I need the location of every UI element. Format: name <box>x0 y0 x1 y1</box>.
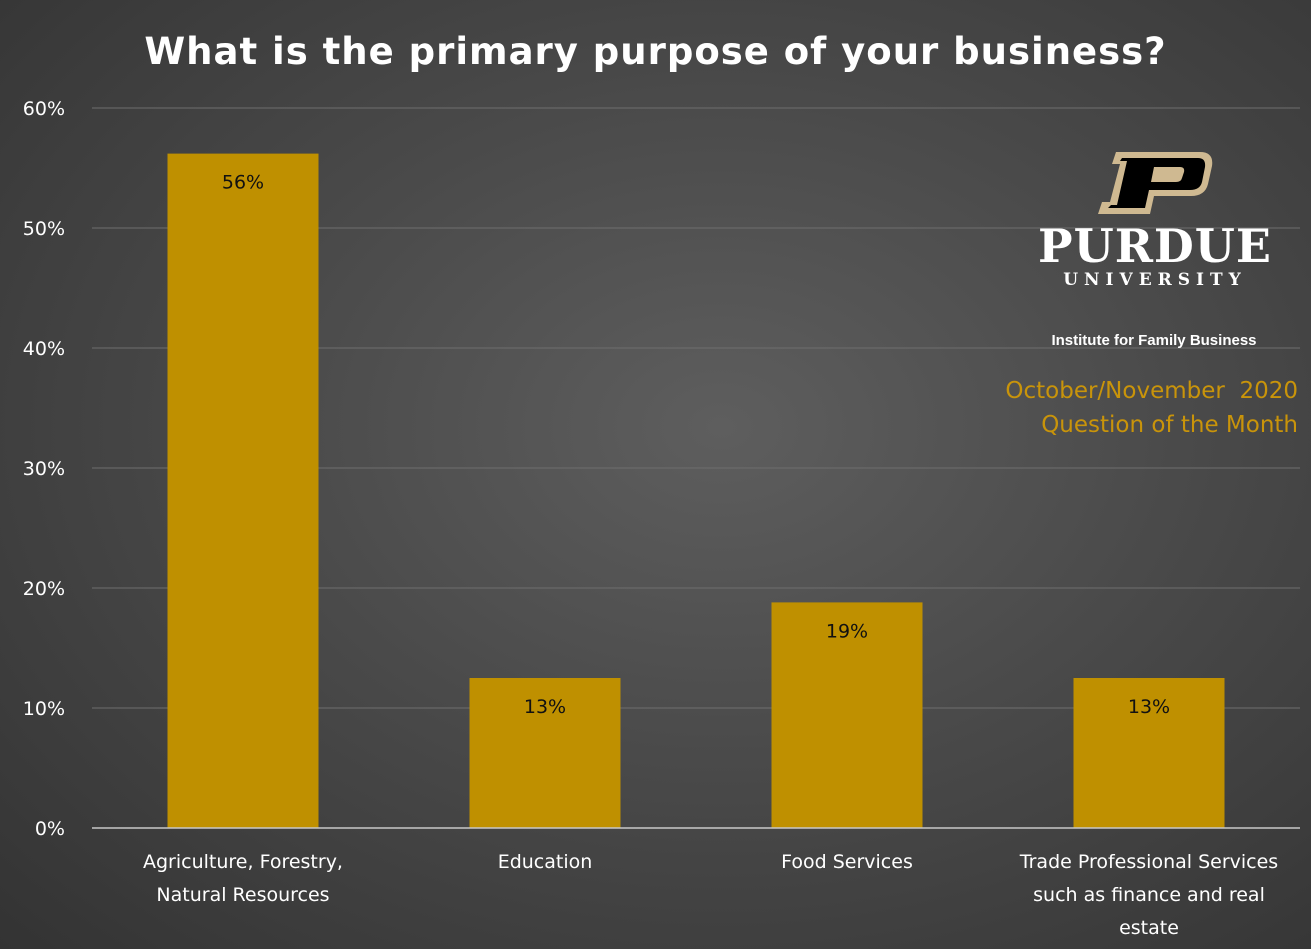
purdue-p-logo-icon <box>1098 152 1213 214</box>
y-tick-label: 20% <box>23 578 65 600</box>
question-period: October/November 2020 Question of the Mo… <box>930 374 1298 442</box>
y-tick-label: 10% <box>23 698 65 720</box>
brand-subname: UNIVERSITY <box>1063 270 1247 290</box>
bar <box>167 153 319 829</box>
data-label: 13% <box>1128 696 1170 718</box>
category-label: such as finance and real <box>1033 884 1265 906</box>
data-label: 56% <box>222 172 264 194</box>
category-label: estate <box>1119 917 1179 939</box>
data-label: 13% <box>524 696 566 718</box>
series-name: Question of the Month <box>1041 412 1298 438</box>
labels: 0% 10% 20% 30% 40% 50% 60% 56% Agriculture, Fore… <box>23 98 1278 939</box>
brand-name: PURDUE <box>1037 219 1272 273</box>
bar <box>469 678 621 828</box>
chart-title: What is the primary purpose of your busi… <box>144 30 1167 73</box>
purdue-brand: PURDUE UNIVERSITY <box>1020 150 1290 290</box>
y-tick-label: 40% <box>23 338 65 360</box>
y-tick-label: 60% <box>23 98 65 120</box>
category-label: Natural Resources <box>156 884 329 906</box>
category-label: Food Services <box>781 851 913 873</box>
category-label: Agriculture, Forestry, <box>143 851 343 873</box>
y-tick-label: 50% <box>23 218 65 240</box>
bar <box>771 602 923 828</box>
y-tick-label: 30% <box>23 458 65 480</box>
institute-name: Institute for Family Business <box>1051 332 1257 349</box>
category-label: Trade Professional Services <box>1019 851 1278 873</box>
bar <box>1073 678 1225 828</box>
period-text: October/November 2020 <box>1005 378 1298 404</box>
data-label: 19% <box>826 620 868 642</box>
bars <box>167 153 1225 829</box>
category-label: Education <box>498 851 593 873</box>
y-tick-label: 0% <box>35 818 65 840</box>
